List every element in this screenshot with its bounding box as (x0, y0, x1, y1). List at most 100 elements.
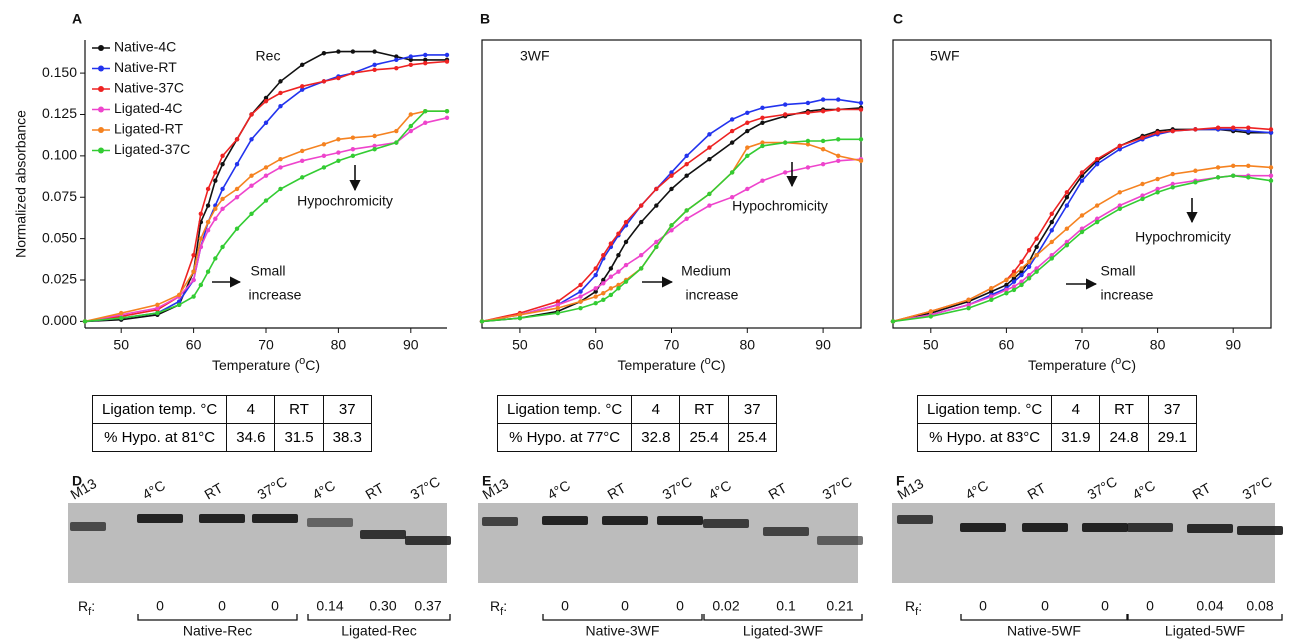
data-point (336, 137, 341, 142)
data-point (234, 161, 240, 167)
data-point (684, 208, 689, 213)
data-point (205, 219, 211, 225)
y-tick-label: 0.000 (42, 312, 77, 328)
series-line (481, 108, 861, 323)
data-point (249, 183, 254, 188)
data-point (408, 62, 413, 68)
data-point (745, 120, 750, 125)
table-cell: RT (274, 395, 324, 424)
data-point (783, 170, 788, 175)
legend-marker (98, 106, 104, 113)
gel-band (542, 516, 588, 525)
data-point (1049, 228, 1054, 233)
data-point (654, 244, 659, 250)
rf-value: 0 (979, 598, 987, 614)
data-point (593, 266, 598, 271)
data-point (1064, 243, 1070, 248)
group-bracket (703, 614, 863, 621)
data-point (408, 54, 413, 59)
data-point (616, 286, 621, 291)
table-cell: 31.9 (1051, 423, 1101, 452)
gel-image (892, 503, 1275, 583)
data-point (1011, 279, 1017, 284)
data-point (608, 274, 614, 279)
data-point (220, 161, 225, 167)
table-row: % Hypo. at 77°C 32.8 25.4 25.4 (496, 423, 777, 452)
data-point (707, 191, 712, 197)
table-cell: Ligation temp. °C (91, 395, 228, 424)
data-point (1140, 181, 1145, 187)
data-point (1011, 284, 1017, 289)
data-point (601, 281, 606, 286)
data-point (198, 282, 204, 288)
data-point (444, 52, 450, 58)
data-point (593, 289, 598, 294)
data-point (423, 57, 428, 63)
data-point (1004, 287, 1009, 293)
table-cell: % Hypo. at 81°C (91, 423, 228, 452)
table-cell: 37 (727, 395, 777, 424)
data-point (155, 305, 160, 311)
x-axis-label: Temperature (oC) (1028, 355, 1136, 373)
data-point (423, 120, 428, 125)
data-point (278, 104, 283, 109)
summary-table: Ligation temp. °C 4 RT 37% Hypo. at 83°C 31.… (916, 395, 1197, 452)
group-bracket (542, 614, 703, 621)
data-point (593, 272, 598, 278)
data-point (1231, 173, 1236, 178)
data-point (1117, 190, 1123, 195)
data-point (350, 49, 356, 54)
data-point (783, 102, 788, 107)
table-cell: 4 (226, 395, 276, 424)
x-axis-label-part: Temperature ( (1028, 357, 1115, 373)
data-point (820, 97, 826, 102)
group-label: Ligated-Rec (341, 623, 417, 639)
data-point (1268, 130, 1274, 135)
data-point (1064, 195, 1070, 200)
table-cell: % Hypo. at 77°C (496, 423, 633, 452)
data-point (1140, 196, 1145, 202)
data-point (1094, 219, 1100, 225)
data-point (1246, 175, 1251, 180)
data-point (1026, 259, 1032, 264)
data-point (1079, 229, 1085, 235)
data-point (805, 110, 811, 116)
data-point (278, 156, 283, 162)
data-point (479, 319, 485, 324)
legend-label: Ligated-4C (114, 100, 183, 116)
data-point (669, 186, 674, 192)
data-point (745, 153, 750, 159)
data-point (408, 57, 413, 63)
data-point (1049, 256, 1054, 261)
data-point (1268, 178, 1274, 183)
data-point (1231, 163, 1236, 168)
data-point (423, 108, 428, 114)
data-point (608, 266, 614, 271)
rf-value: 0 (1101, 598, 1109, 614)
data-point (684, 216, 689, 221)
series-line (481, 138, 861, 323)
group-bracket (137, 614, 298, 621)
data-point (1117, 147, 1123, 152)
data-point (205, 203, 211, 208)
gel-band (405, 536, 451, 545)
table-cell: 37 (322, 395, 372, 424)
data-point (760, 105, 765, 111)
data-point (593, 294, 598, 299)
x-axis-label-part: o (705, 355, 711, 367)
legend-marker (98, 147, 104, 154)
lane-label: 37°C (1240, 473, 1275, 502)
data-point (205, 186, 211, 192)
data-point (623, 262, 629, 268)
data-point (1019, 272, 1024, 278)
data-point (1026, 264, 1032, 269)
data-point (684, 173, 689, 178)
data-point (1034, 236, 1039, 241)
data-point (300, 84, 305, 89)
data-point (1246, 125, 1251, 130)
gel-band (1022, 523, 1068, 532)
data-point (394, 65, 399, 71)
rf-value: 0.37 (414, 598, 441, 614)
lane-label: 4°C (706, 477, 734, 503)
